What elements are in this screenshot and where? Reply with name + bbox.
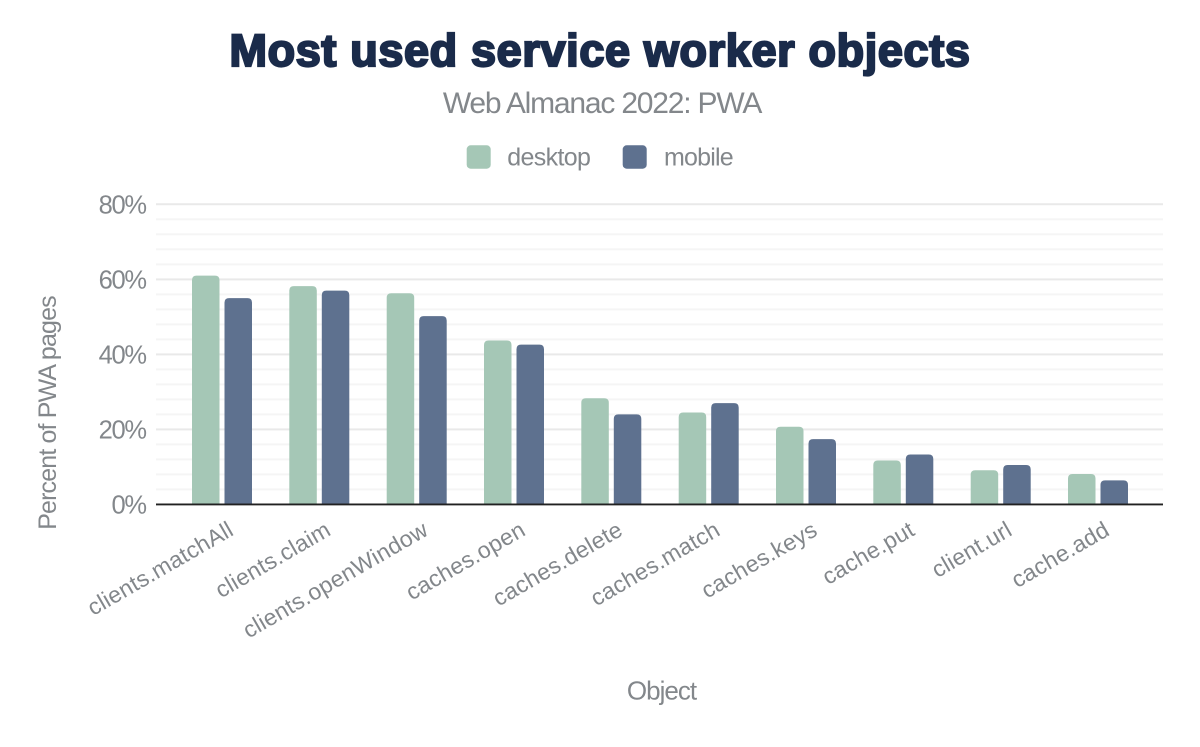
svg-text:mobile: mobile [664, 143, 733, 171]
svg-text:Web Almanac 2022: PWA: Web Almanac 2022: PWA [443, 87, 762, 120]
svg-text:20%: 20% [99, 416, 147, 444]
svg-text:Object: Object [627, 675, 698, 705]
svg-text:60%: 60% [99, 266, 147, 294]
svg-text:Percent of PWA pages: Percent of PWA pages [34, 296, 62, 530]
svg-text:desktop: desktop [507, 143, 590, 171]
svg-text:80%: 80% [99, 191, 147, 219]
svg-text:0%: 0% [112, 491, 147, 519]
svg-text:40%: 40% [99, 341, 147, 369]
svg-text:Most used service worker objec: Most used service worker objects [229, 25, 970, 76]
